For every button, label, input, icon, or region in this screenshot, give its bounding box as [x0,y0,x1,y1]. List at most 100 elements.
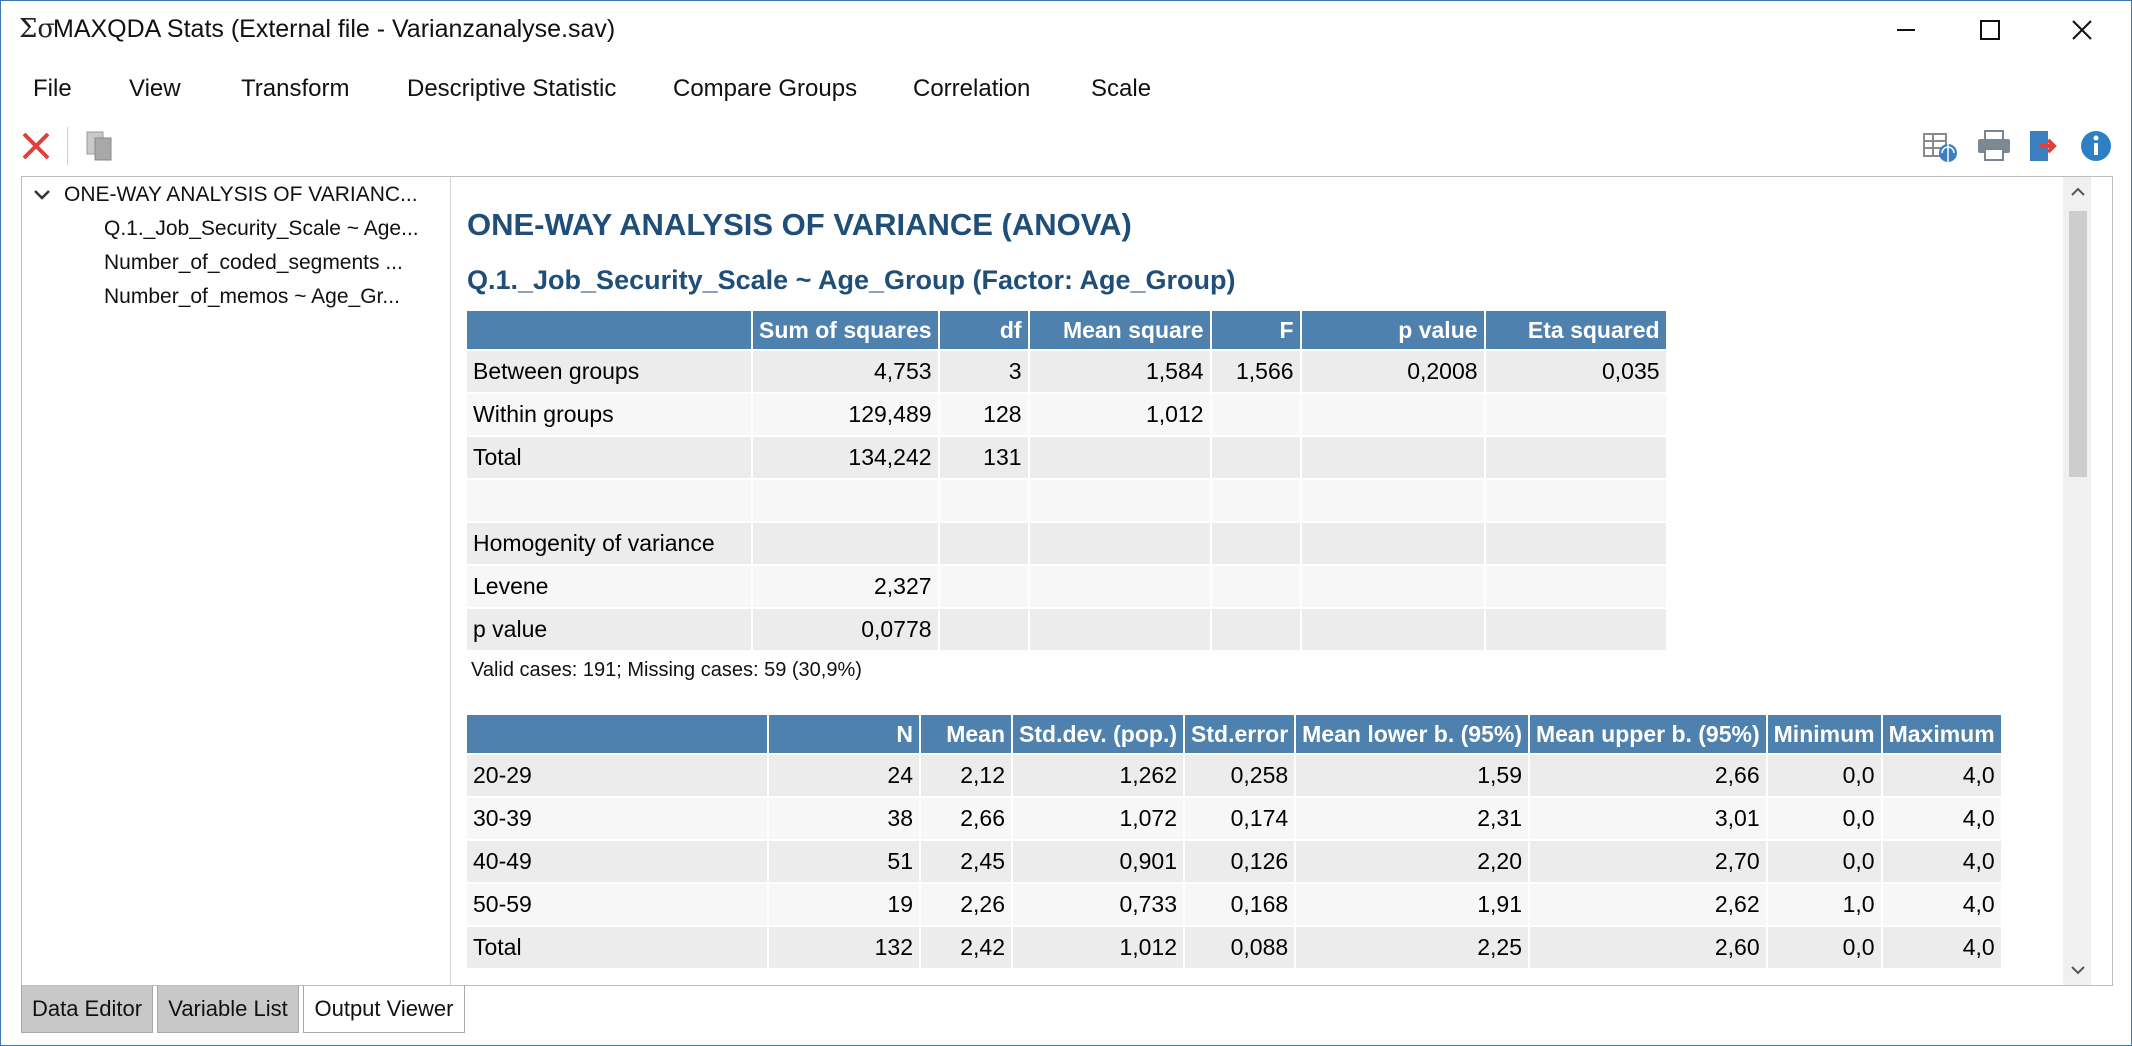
anova-row: p value 0,0778 [467,609,1666,650]
menu-compare-groups[interactable]: Compare Groups [673,75,858,102]
tree-item-job-security[interactable]: Q.1._Job_Security_Scale ~ Age... [104,217,419,240]
row-label: Total [467,437,751,478]
table-cell: 1,59 [1296,755,1528,796]
scroll-down-icon[interactable] [2069,961,2087,979]
table-cell [939,523,1028,564]
table-cell: 4,0 [1882,884,2001,925]
table-cell: 3,01 [1529,798,1766,839]
column-header: Mean lower b. (95%) [1296,715,1528,753]
table-cell [1485,523,1666,564]
export-icon [2030,131,2057,161]
table-cell: 0,126 [1185,841,1295,882]
tree-item-memos[interactable]: Number_of_memos ~ Age_Gr... [104,285,400,308]
anova-row: Total 134,242 131 [467,437,1666,478]
sigma-icon: Σσ [19,14,56,44]
table-cell: 2,26 [921,884,1011,925]
table-cell [1301,437,1484,478]
row-label: Homogenity of variance [467,523,751,564]
descriptive-row: 50-59 19 2,26 0,733 0,168 1,91 2,62 1,0 4,0 [467,884,2001,925]
export-table-button[interactable] [1919,125,1961,167]
chevron-down-icon[interactable] [32,185,52,205]
column-header: Mean upper b. (95%) [1529,715,1766,753]
column-header: Mean [921,715,1011,753]
export-button[interactable] [2023,125,2065,167]
column-header: Mean square [1029,311,1210,349]
info-button[interactable] [2075,125,2117,167]
menu-view[interactable]: View [129,75,181,102]
table-cell [939,480,1028,521]
column-header: p value [1301,311,1484,349]
table-cell [1301,609,1484,650]
menu-descriptive-statistic[interactable]: Descriptive Statistic [407,75,617,102]
anova-row: Between groups 4,753 3 1,584 1,566 0,2008 0,03… [467,351,1666,392]
anova-row: Within groups 129,489 128 1,012 [467,394,1666,435]
column-header [467,311,751,349]
table-cell: 2,31 [1296,798,1528,839]
output-tree: ONE-WAY ANALYSIS OF VARIANC... Q.1._Job_… [22,177,451,985]
column-header: N [769,715,919,753]
table-cell: 2,45 [921,841,1011,882]
scroll-up-icon[interactable] [2069,183,2087,201]
title-bar: Σσ MAXQDA Stats (External file - Varianz… [1,1,2131,59]
descriptive-row: Total 132 2,42 1,012 0,088 2,25 2,60 0,0 4,0 [467,927,2001,968]
menu-bar: File View Transform Descriptive Statisti… [1,59,2131,119]
table-cell: 2,20 [1296,841,1528,882]
tab-output-viewer[interactable]: Output Viewer [303,986,465,1033]
table-cell: 38 [769,798,919,839]
table-cell [1029,437,1210,478]
table-cell: 1,262 [1013,755,1184,796]
tree-root-item[interactable]: ONE-WAY ANALYSIS OF VARIANC... [64,183,418,206]
table-cell: 4,0 [1882,841,2001,882]
table-cell: 134,242 [753,437,938,478]
maximize-button[interactable] [1945,1,2035,59]
menu-scale[interactable]: Scale [1091,75,1152,102]
table-cell: 51 [769,841,919,882]
export-table-icon [1923,133,1957,162]
menu-correlation[interactable]: Correlation [913,75,1031,102]
bottom-tabs: Data Editor Variable List Output Viewer [21,986,1021,1036]
close-output-button[interactable] [15,125,57,167]
table-cell: 0,174 [1185,798,1295,839]
table-cell: 1,91 [1296,884,1528,925]
print-button[interactable] [1973,125,2015,167]
close-window-button[interactable] [2037,1,2127,59]
tab-data-editor[interactable]: Data Editor [21,986,153,1033]
table-cell: 0,035 [1485,351,1666,392]
table-cell [1211,566,1300,607]
row-label: Total [467,927,767,968]
column-header: Eta squared [1485,311,1666,349]
row-label: Levene [467,566,751,607]
descriptive-row: 30-39 38 2,66 1,072 0,174 2,31 3,01 0,0 4,0 [467,798,2001,839]
column-header: F [1211,311,1300,349]
table-cell: 4,0 [1882,798,2001,839]
table-cell: 0,901 [1013,841,1184,882]
row-label: Between groups [467,351,751,392]
menu-transform[interactable]: Transform [241,75,350,102]
table-cell: 2,25 [1296,927,1528,968]
table-cell [1485,394,1666,435]
table-cell [1301,480,1484,521]
table-cell: 2,12 [921,755,1011,796]
table-cell: 0,0 [1767,798,1881,839]
menu-file[interactable]: File [33,75,72,102]
scroll-thumb[interactable] [2069,211,2087,477]
vertical-scrollbar[interactable] [2063,177,2091,985]
copy-icon [86,131,112,161]
table-cell: 0,088 [1185,927,1295,968]
tab-variable-list[interactable]: Variable List [157,986,299,1033]
tree-item-coded-segments[interactable]: Number_of_coded_segments ... [104,251,403,274]
copy-button[interactable] [79,125,121,167]
column-header: Minimum [1767,715,1881,753]
output-title: ONE-WAY ANALYSIS OF VARIANCE (ANOVA) [467,207,1132,242]
anova-row: Levene 2,327 [467,566,1666,607]
table-cell [753,523,938,564]
table-cell: 2,60 [1529,927,1766,968]
row-label: p value [467,609,751,650]
minimize-button[interactable] [1861,1,1951,59]
table-cell: 19 [769,884,919,925]
table-cell: 1,012 [1013,927,1184,968]
table-cell [1485,609,1666,650]
column-header: Std.error [1185,715,1295,753]
